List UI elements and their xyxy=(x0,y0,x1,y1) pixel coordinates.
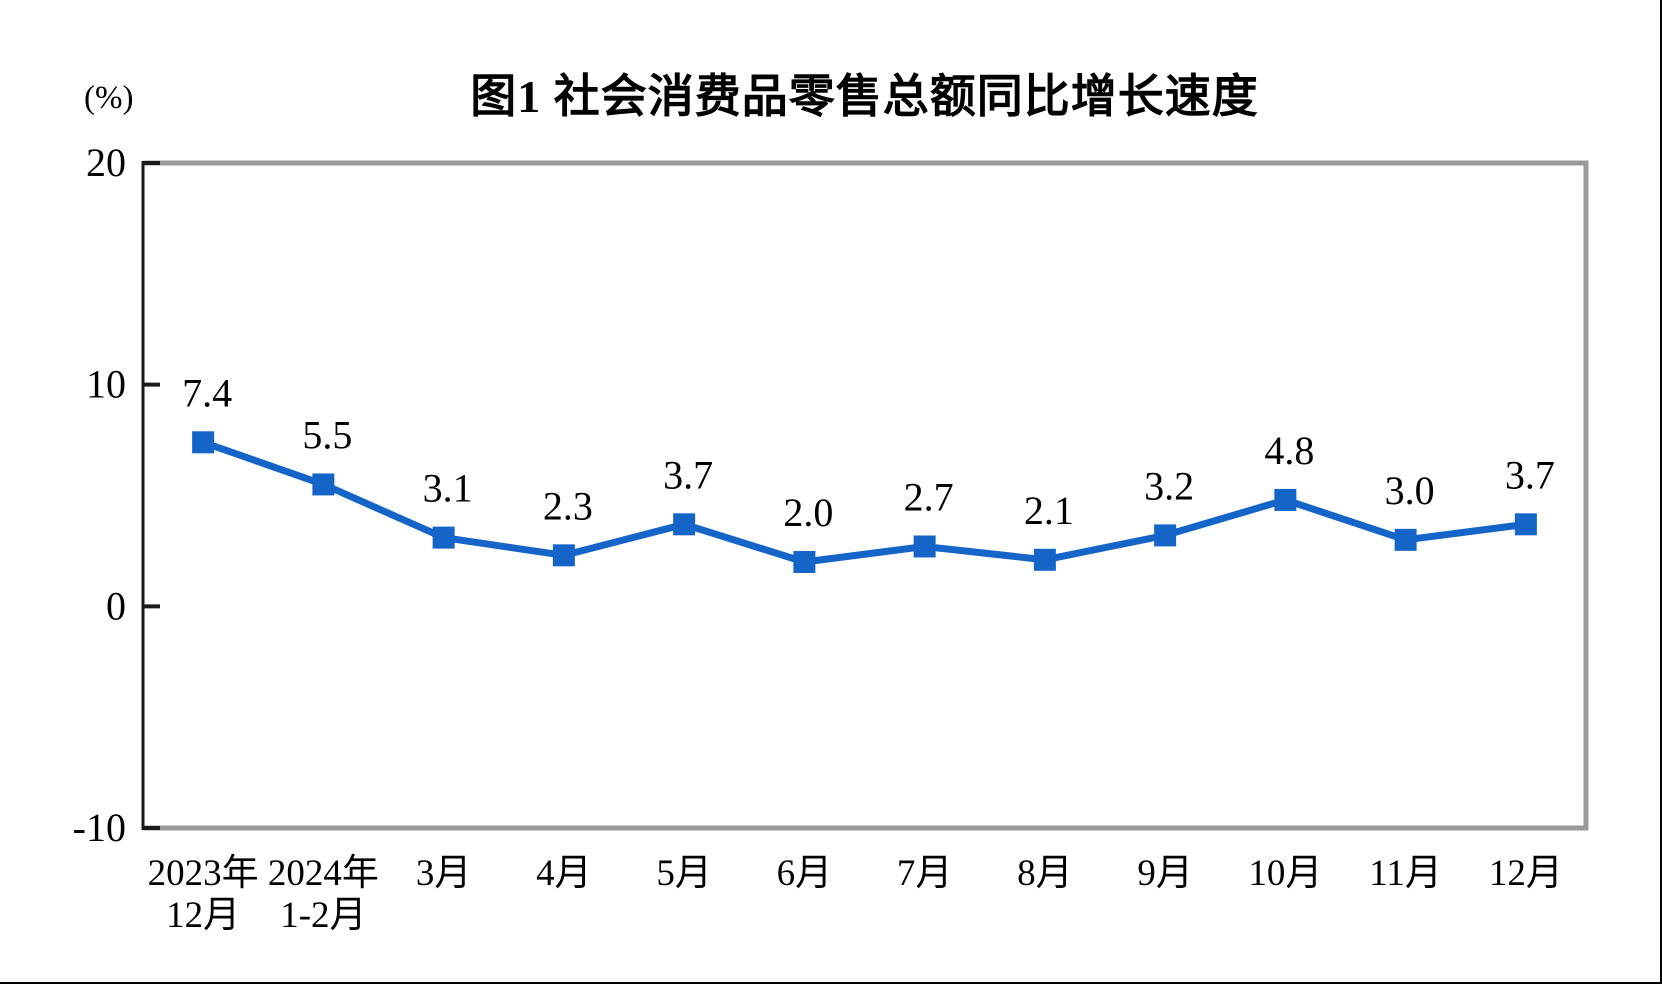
data-point-label: 3.7 xyxy=(663,452,713,497)
y-axis-tick-label: 0 xyxy=(106,583,126,628)
data-point-marker xyxy=(793,551,816,573)
data-point-label: 2.1 xyxy=(1024,488,1074,533)
x-axis-category-label: 5月 xyxy=(656,853,712,894)
data-point-marker xyxy=(432,526,455,549)
data-point-marker xyxy=(1274,488,1297,511)
x-axis-category-label: 11月 xyxy=(1369,853,1442,894)
data-point-label: 4.8 xyxy=(1264,428,1314,473)
data-point-marker xyxy=(913,535,936,558)
data-point-label: 7.4 xyxy=(182,370,232,415)
x-axis-category-label: 4月 xyxy=(536,853,592,894)
data-point-marker xyxy=(1514,513,1537,536)
x-axis-category-label: 7月 xyxy=(897,853,953,894)
plot-area-border xyxy=(143,160,1589,831)
y-axis-tick-label: 10 xyxy=(86,362,126,407)
x-axis-category-label: 2024年 1-2月 xyxy=(268,852,379,936)
data-point-marker xyxy=(1033,548,1056,571)
x-axis-category-label: 12月 xyxy=(1489,853,1563,894)
data-point-label: 2.3 xyxy=(543,483,593,528)
x-axis-category-label: 9月 xyxy=(1137,853,1193,894)
y-axis-unit-label: (%) xyxy=(84,80,134,116)
x-axis-category-label: 3月 xyxy=(416,853,472,894)
y-axis-tick-label: -10 xyxy=(73,805,126,850)
x-axis-category-label: 2023年 12月 xyxy=(148,852,259,936)
data-point-marker xyxy=(312,473,335,496)
data-point-label: 3.7 xyxy=(1505,452,1555,497)
data-point-label: 3.1 xyxy=(423,466,473,511)
data-point-label: 5.5 xyxy=(302,412,352,457)
data-point-label: 3.0 xyxy=(1385,468,1435,513)
x-axis-category-label: 10月 xyxy=(1248,853,1322,894)
x-axis-category-label: 8月 xyxy=(1017,853,1073,894)
data-point-marker xyxy=(1394,528,1417,551)
data-point-label: 2.0 xyxy=(783,490,833,535)
data-point-marker xyxy=(1154,524,1177,547)
data-point-marker xyxy=(673,513,696,536)
data-point-label: 2.7 xyxy=(904,474,954,519)
data-series-line xyxy=(201,438,1527,566)
x-axis-category-label: 6月 xyxy=(777,853,833,894)
data-point-marker xyxy=(192,431,215,454)
data-point-marker xyxy=(552,544,575,567)
data-point-label: 3.2 xyxy=(1144,463,1194,508)
chart-title: 图1 社会消费品零售总额同比增长速度 xyxy=(470,71,1259,122)
y-axis-tick-label: 20 xyxy=(86,140,126,185)
